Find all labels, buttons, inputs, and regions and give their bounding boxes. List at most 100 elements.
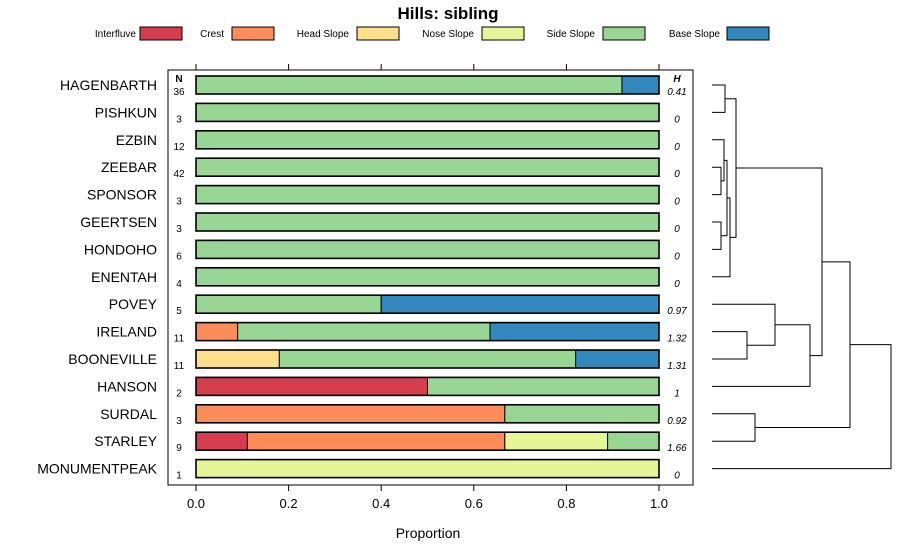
bar-segment	[621, 75, 660, 95]
x-tick-label: 1.0	[650, 496, 668, 511]
dendrogram-link	[712, 303, 776, 346]
dendrogram-link	[755, 261, 851, 428]
n-value: 11	[174, 334, 185, 345]
bar-row: HANSON 2 1	[97, 376, 680, 399]
h-value: 0	[674, 251, 680, 262]
bar-segment	[195, 431, 248, 451]
bar-segment	[195, 322, 239, 342]
bar-outline	[195, 349, 660, 369]
bar-outline	[195, 75, 660, 95]
bar-row: STARLEY 9 1.66	[94, 431, 687, 454]
bar-segment	[195, 157, 660, 177]
bar-row: IRELAND 11 1.32	[96, 321, 687, 345]
n-value: 6	[176, 251, 182, 262]
chart-title: Hills: sibling	[397, 4, 498, 23]
n-value: 4	[176, 279, 182, 290]
h-value: 0	[674, 169, 680, 180]
bar-segment	[237, 322, 491, 342]
legend-swatch	[139, 26, 183, 41]
row-label: SURDAL	[100, 406, 157, 422]
x-tick-label: 0.4	[372, 496, 390, 511]
legend-swatch	[356, 26, 400, 41]
n-value: 3	[176, 197, 182, 208]
legend-swatch	[481, 26, 525, 41]
bar-outline	[195, 376, 660, 397]
bar-row: SURDAL 3 0.92	[100, 403, 687, 427]
n-value: 3	[176, 416, 182, 427]
bar-segment	[195, 404, 506, 424]
dendrogram-link	[712, 166, 722, 196]
bar-segment	[427, 376, 660, 396]
bar-row: SPONSOR 3 0	[87, 184, 680, 208]
bar-segment	[246, 431, 506, 451]
bar-segment	[195, 294, 382, 314]
h-value: 1	[674, 388, 680, 399]
h-value: 1.31	[667, 361, 686, 372]
row-label: HONDOHO	[84, 241, 157, 257]
bar-segment	[195, 212, 660, 232]
row-label: STARLEY	[94, 433, 157, 449]
bar-row: BOONEVILLE 11 1.31	[68, 349, 687, 372]
row-label: HANSON	[97, 378, 157, 394]
bar-segment	[504, 431, 609, 451]
bar-row: HAGENBARTH 36 0.41	[60, 75, 687, 98]
bar-row: GEERTSEN 3 0	[80, 212, 680, 235]
row-label: ZEEBAR	[101, 159, 157, 175]
n-column-header: N	[175, 74, 182, 85]
n-value: 2	[176, 388, 182, 399]
bar-row: POVEY 5 0.97	[109, 294, 687, 317]
bar-segment	[504, 404, 660, 424]
bar-segment	[278, 349, 577, 369]
legend-label: Side Slope	[547, 29, 596, 40]
dendrogram-link	[736, 167, 823, 357]
bar-row: MONUMENTPEAK 1 0	[37, 458, 680, 482]
h-value: 1.32	[667, 334, 687, 345]
dendrogram-link	[712, 413, 756, 442]
row-label: ENENTAH	[91, 269, 157, 285]
legend-swatch	[726, 26, 770, 41]
x-tick-label: 0.6	[465, 496, 483, 511]
bar-segment	[195, 267, 660, 287]
bar-outline	[195, 184, 660, 205]
n-value: 36	[173, 87, 185, 98]
row-label: BOONEVILLE	[68, 351, 157, 367]
n-value: 1	[176, 471, 182, 482]
bar-segment	[195, 130, 660, 150]
row-label: EZBIN	[116, 132, 157, 148]
bar-outline	[195, 266, 660, 287]
h-value: 0	[674, 279, 680, 290]
n-value: 12	[173, 142, 185, 153]
bar-outline	[195, 212, 660, 232]
n-value: 3	[176, 114, 182, 125]
h-value: 1.66	[667, 443, 687, 454]
bar-outline	[195, 130, 660, 150]
legend-swatch	[231, 26, 275, 41]
n-value: 11	[174, 361, 185, 372]
bar-outline	[195, 102, 660, 123]
h-value: 0	[674, 224, 680, 235]
bar-segment	[195, 376, 428, 396]
h-value: 0	[674, 471, 680, 482]
bar-outline	[195, 321, 660, 342]
legend-label: Head Slope	[297, 29, 350, 40]
bar-row: PISHKUN 3 0	[95, 102, 680, 125]
h-value: 0	[674, 114, 680, 125]
row-label: PISHKUN	[95, 104, 157, 120]
bar-row: EZBIN 12 0	[116, 130, 680, 153]
legend-label: Interfluve	[95, 29, 137, 40]
dendrogram-link	[712, 221, 722, 250]
dendrogram-link	[712, 139, 725, 182]
bar-outline	[195, 239, 660, 260]
x-tick-label: 0.0	[187, 496, 205, 511]
row-label: HAGENBARTH	[60, 77, 157, 93]
legend-swatch	[602, 26, 646, 41]
legend-label: Base Slope	[669, 29, 721, 40]
bar-outline	[195, 431, 660, 452]
x-tick-label: 0.8	[557, 496, 575, 511]
row-label: GEERTSEN	[80, 214, 157, 230]
n-value: 3	[176, 224, 182, 235]
dendrogram-link	[712, 344, 892, 470]
row-label: POVEY	[109, 296, 158, 312]
